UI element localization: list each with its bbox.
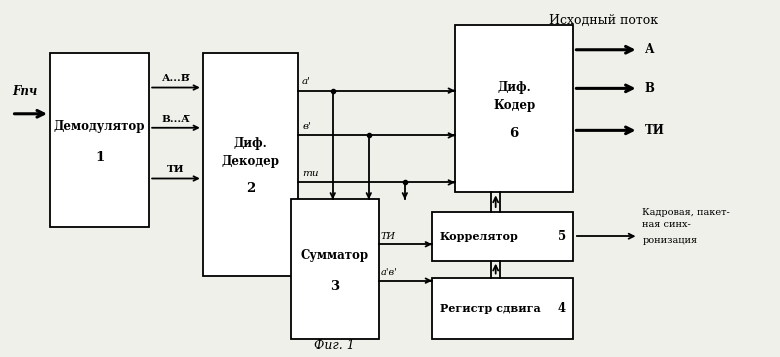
Text: Декодер: Декодер xyxy=(222,155,279,167)
Text: Коррелятор: Коррелятор xyxy=(440,231,519,242)
Text: В...А̅: В...А̅ xyxy=(161,115,190,124)
Text: ная синх-: ная синх- xyxy=(642,220,691,229)
Text: А: А xyxy=(644,43,654,56)
Text: Диф.: Диф. xyxy=(234,137,268,150)
Text: ТИ: ТИ xyxy=(381,232,395,241)
Bar xyxy=(291,200,378,340)
Text: Кодер: Кодер xyxy=(493,99,535,111)
Text: Исходный поток: Исходный поток xyxy=(549,14,658,27)
Text: Демодулятор: Демодулятор xyxy=(54,120,145,132)
Text: В: В xyxy=(644,82,654,95)
Text: в': в' xyxy=(302,122,311,131)
Text: ти: ти xyxy=(302,169,318,178)
Text: 6: 6 xyxy=(509,126,519,140)
Text: Fпч: Fпч xyxy=(12,85,37,98)
Text: Сумматор: Сумматор xyxy=(300,249,369,262)
Text: 4: 4 xyxy=(558,302,565,315)
Text: Диф.: Диф. xyxy=(498,81,531,94)
Text: 2: 2 xyxy=(246,182,255,196)
Text: а'в': а'в' xyxy=(381,268,398,277)
Bar xyxy=(432,278,573,340)
Text: ронизация: ронизация xyxy=(642,236,697,245)
Text: а': а' xyxy=(302,77,311,86)
Bar xyxy=(50,52,149,227)
Bar xyxy=(203,52,298,276)
Text: Фиг. 1: Фиг. 1 xyxy=(314,339,355,352)
Text: ТИ: ТИ xyxy=(644,124,665,137)
Text: ТИ: ТИ xyxy=(167,165,185,174)
Text: 3: 3 xyxy=(330,281,339,293)
Text: 5: 5 xyxy=(558,230,565,243)
Text: А...В̅: А...В̅ xyxy=(161,74,190,83)
Text: 1: 1 xyxy=(95,151,105,164)
Bar xyxy=(432,212,573,261)
Text: Кадровая, пакет-: Кадровая, пакет- xyxy=(642,208,730,217)
Bar xyxy=(455,25,573,192)
Text: Регистр сдвига: Регистр сдвига xyxy=(440,303,541,314)
